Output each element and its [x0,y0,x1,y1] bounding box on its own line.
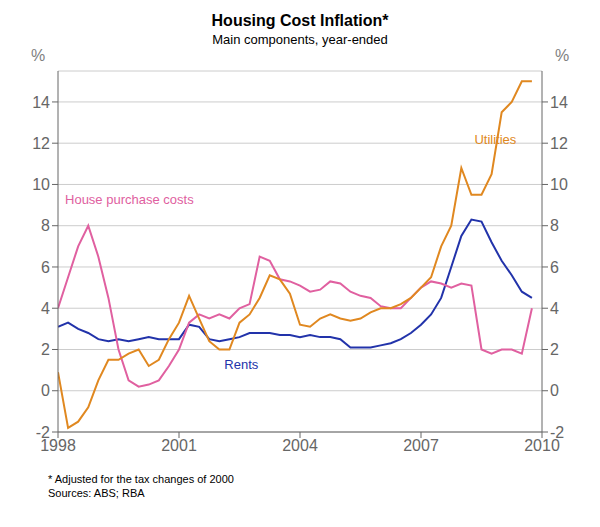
html-text:* Adjusted for the tax changes: * Adjusted for the tax changes of 2000 [48,473,234,485]
svg-text:4: 4 [41,300,50,317]
svg-text:6: 6 [550,259,559,276]
svg-text:2: 2 [550,341,559,358]
svg-text:2004: 2004 [282,437,318,454]
svg-text:12: 12 [550,135,568,152]
svg-text:12: 12 [32,135,50,152]
svg-text:10: 10 [32,176,50,193]
svg-text:0: 0 [41,382,50,399]
svg-text:1998: 1998 [40,437,76,455]
svg-text:Rents: Rents [224,357,258,372]
svg-text:6: 6 [41,259,50,276]
svg-text:8: 8 [550,217,559,234]
svg-text:2: 2 [41,341,50,358]
svg-text:2007: 2007 [403,437,439,454]
svg-text:2001: 2001 [161,437,197,454]
svg-text:10: 10 [550,176,568,193]
svg-text:4: 4 [550,300,559,317]
svg-text:-2: -2 [550,424,564,441]
html-text:Housing Cost Inflation*: Housing Cost Inflation* [211,12,389,29]
svg-text:14: 14 [32,94,50,111]
svg-text:%: % [555,47,569,64]
svg-text:2010: 2010 [524,437,560,455]
html-text:Sources: ABS; RBA: Sources: ABS; RBA [48,487,145,499]
svg-text:-2: -2 [36,424,50,441]
svg-text:House purchase costs: House purchase costs [65,192,194,207]
svg-text:8: 8 [41,217,50,234]
svg-text:0: 0 [550,382,559,399]
svg-text:14: 14 [550,94,568,111]
html-text:Main components, year-ended: Main components, year-ended [212,32,388,47]
svg-text:%: % [31,47,45,64]
svg-text:Utilities: Utilities [474,132,516,147]
